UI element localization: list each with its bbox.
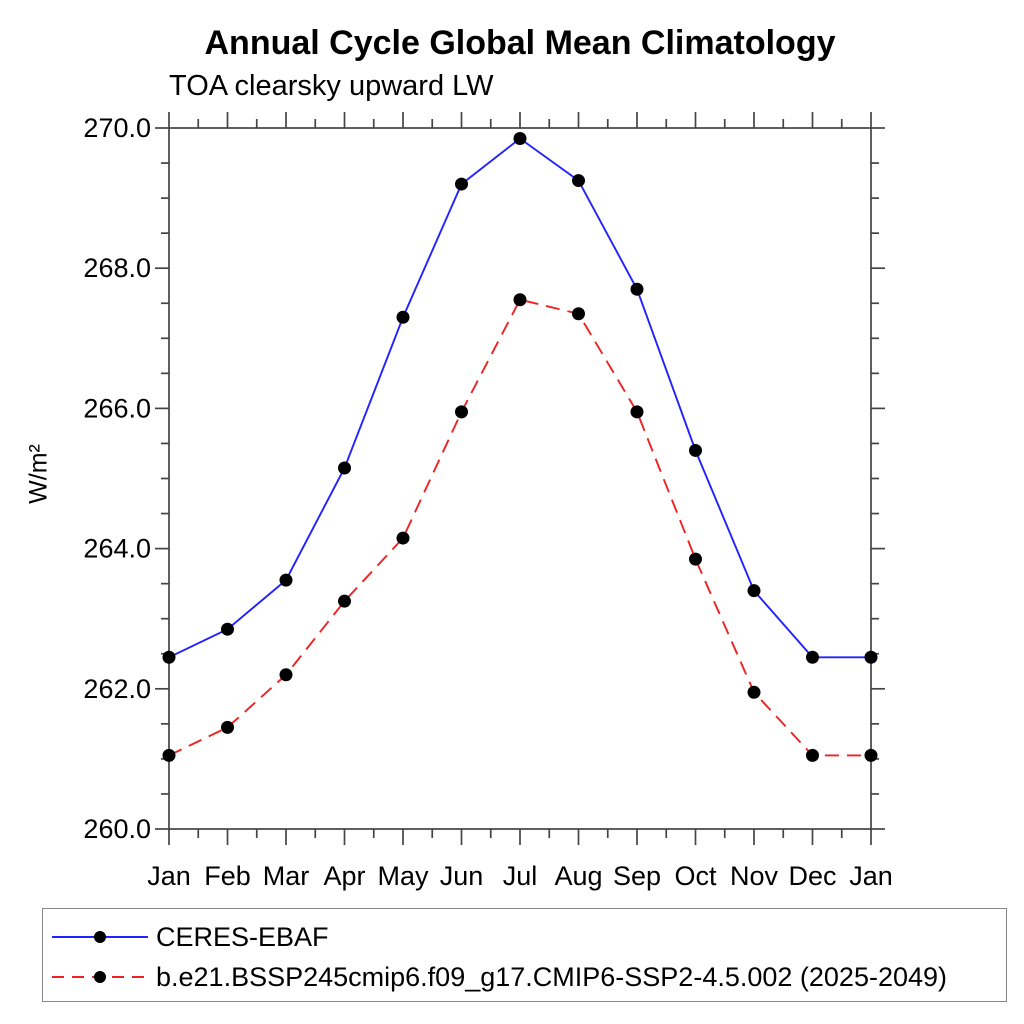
solid-line-marker-swatch xyxy=(52,931,148,943)
legend-box: CERES-EBAF b.e21.BSSP245cmip6.f09_g17.CM… xyxy=(42,908,1007,1002)
data-point-marker xyxy=(221,720,234,734)
legend-label-ceres: CERES-EBAF xyxy=(156,921,329,952)
data-point-marker xyxy=(338,461,351,475)
data-point-marker xyxy=(162,748,176,762)
x-axis-tick-label: Aug xyxy=(554,861,602,891)
x-axis-tick-label: Nov xyxy=(730,861,779,891)
data-point-marker xyxy=(455,405,468,419)
series-line-0 xyxy=(168,137,871,659)
data-point-marker xyxy=(630,405,644,419)
y-axis-tick-label: 260.0 xyxy=(83,814,151,844)
legend-label-model: b.e21.BSSP245cmip6.f09_g17.CMIP6-SSP2-4.… xyxy=(156,961,948,992)
legend-dot-icon xyxy=(94,931,106,943)
plot-frame xyxy=(168,127,872,830)
series-line-1 xyxy=(168,298,871,757)
data-point-marker xyxy=(455,177,468,191)
data-point-marker xyxy=(513,132,527,146)
data-point-marker xyxy=(806,650,819,664)
y-axis-tick-label: 270.0 xyxy=(83,113,151,143)
data-point-marker xyxy=(396,531,410,545)
x-axis-tick-label: Jun xyxy=(440,861,484,891)
data-point-marker xyxy=(747,685,761,699)
legend-dot-icon xyxy=(94,971,106,983)
data-point-marker xyxy=(572,174,585,188)
data-point-marker xyxy=(162,650,176,664)
y-axis-tick-label: 268.0 xyxy=(83,253,151,283)
data-point-marker xyxy=(747,584,761,598)
data-point-marker xyxy=(396,310,410,324)
data-point-marker xyxy=(572,307,585,321)
data-point-marker xyxy=(338,594,351,608)
x-axis-tick-label: Feb xyxy=(204,861,251,891)
x-axis-tick-label: Sep xyxy=(613,861,661,891)
x-axis-tick-label: May xyxy=(377,861,429,891)
data-point-marker xyxy=(279,573,293,587)
data-point-marker xyxy=(221,622,234,636)
chart-title: Annual Cycle Global Mean Climatology xyxy=(204,24,836,62)
data-point-marker xyxy=(864,748,878,762)
x-axis-tick-label: Jul xyxy=(503,861,538,891)
dashed-line-marker-swatch xyxy=(52,971,148,983)
x-axis-tick-label: Oct xyxy=(674,861,717,891)
plot-area: 260.0 262.0 264.0 266.0 268.0 270.0 Jan Feb Mar A… xyxy=(83,112,893,891)
x-axis-tick-label: Mar xyxy=(263,861,310,891)
data-point-marker xyxy=(513,293,527,307)
data-point-marker xyxy=(689,552,702,566)
legend-item-ceres: CERES-EBAF xyxy=(43,917,1006,957)
data-point-marker xyxy=(806,748,819,762)
y-axis-tick-label: 266.0 xyxy=(83,393,151,423)
y-axis-tick-label: 264.0 xyxy=(83,534,151,564)
x-axis-tick-label: Apr xyxy=(323,861,365,891)
data-point-marker xyxy=(630,282,644,296)
data-point-marker xyxy=(689,443,702,457)
data-point-marker xyxy=(279,668,293,682)
legend-item-model: b.e21.BSSP245cmip6.f09_g17.CMIP6-SSP2-4.… xyxy=(43,957,1006,997)
x-axis-tick-label: Jan xyxy=(147,861,191,891)
data-point-marker xyxy=(864,650,878,664)
chart-subtitle: TOA clearsky upward LW xyxy=(169,70,494,102)
x-axis-tick-label: Jan xyxy=(849,861,893,891)
y-axis-tick-label: 262.0 xyxy=(83,674,151,704)
x-axis-tick-label: Dec xyxy=(788,861,836,891)
